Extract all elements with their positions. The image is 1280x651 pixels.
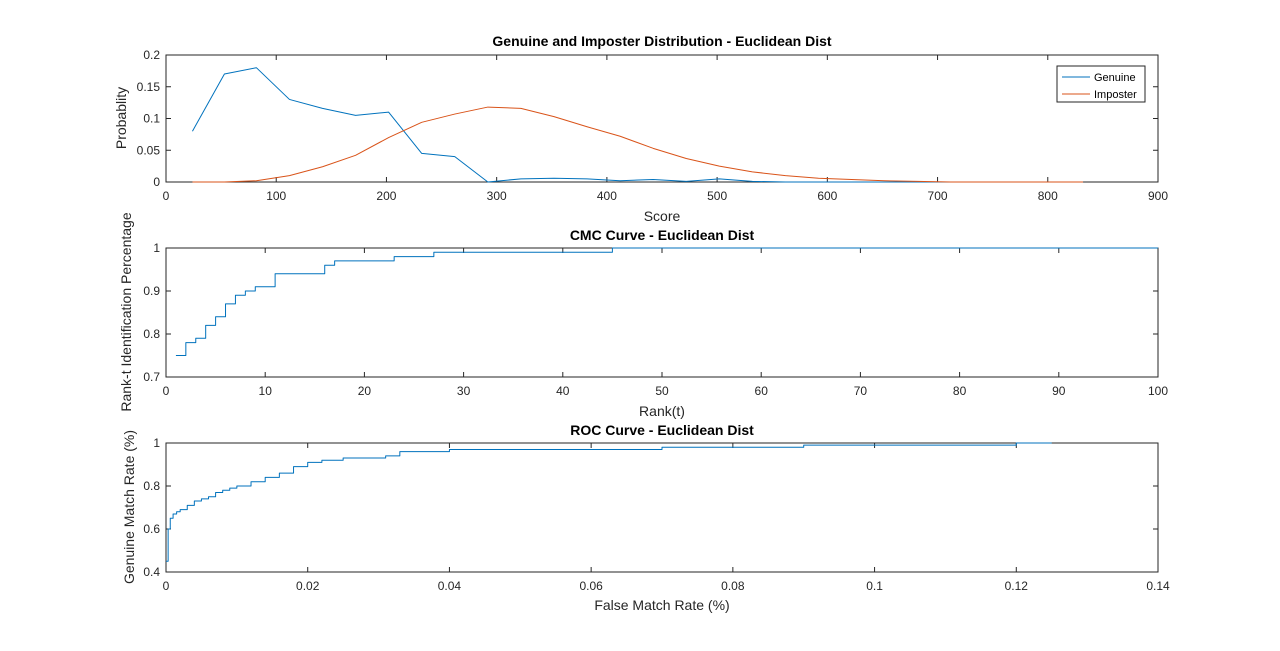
cmc-xtick-label: 40	[556, 384, 570, 398]
distribution-ticks: 0 100 200 300 400 500 600 700 800 900 0 0.05 0.1 0.15…	[137, 48, 1169, 203]
roc-xtick-label: 0.02	[296, 579, 320, 593]
legend-label-genuine: Genuine	[1094, 72, 1136, 84]
cmc-xlabel: Rank(t)	[639, 403, 685, 419]
roc-xtick-label: 0.12	[1005, 579, 1029, 593]
distribution-xtick-label: 900	[1148, 189, 1168, 203]
distribution-xtick-label: 800	[1038, 189, 1058, 203]
cmc-ticks: 0 10 20 30 40 50 60 70 80 90 100 0.7 0.8 0.9 1	[143, 241, 1168, 398]
roc-xtick-label: 0.1	[866, 579, 883, 593]
roc-xtick-label: 0.14	[1146, 579, 1170, 593]
distribution-ytick-label: 0.05	[137, 143, 161, 157]
cmc-plot-area	[165, 247, 1159, 378]
distribution-ytick-label: 0.2	[143, 48, 160, 62]
distribution-xtick-label: 0	[163, 189, 170, 203]
roc-axes: 0 0.02 0.04 0.06 0.08 0.1 0.12 0.14 0.4 0.6 0.8 1 R…	[121, 422, 1170, 613]
cmc-xtick-label: 30	[457, 384, 471, 398]
distribution-xtick-label: 400	[597, 189, 617, 203]
distribution-xtick-label: 200	[376, 189, 396, 203]
roc-ytick-label: 0.8	[143, 479, 160, 493]
cmc-xtick-label: 90	[1052, 384, 1066, 398]
roc-ytick-label: 0.4	[143, 565, 160, 579]
distribution-ytick-label: 0.15	[137, 80, 161, 94]
distribution-xtick-label: 300	[487, 189, 507, 203]
legend-box	[1056, 65, 1146, 103]
roc-series-curve	[166, 442, 1052, 562]
cmc-xtick-label: 10	[259, 384, 273, 398]
roc-lines	[166, 442, 1052, 562]
legend-label-imposter: Imposter	[1094, 89, 1137, 101]
distribution-xtick-label: 500	[707, 189, 727, 203]
cmc-ylabel: Rank-t Identification Percentage	[118, 212, 134, 411]
distribution-xtick-label: 100	[266, 189, 286, 203]
cmc-axes: 0 10 20 30 40 50 60 70 80 90 100 0.7 0.8 0.9 1 CMC Cur…	[118, 212, 1168, 419]
roc-xlabel: False Match Rate (%)	[594, 597, 729, 613]
cmc-xtick-label: 70	[854, 384, 868, 398]
roc-title: ROC Curve - Euclidean Dist	[570, 422, 754, 438]
cmc-xtick-label: 20	[358, 384, 372, 398]
cmc-xtick-label: 80	[953, 384, 967, 398]
roc-xtick-label: 0.08	[721, 579, 745, 593]
distribution-legend: Genuine Imposter	[1056, 65, 1146, 103]
distribution-ytick-label: 0.1	[143, 112, 160, 126]
cmc-series-curve	[175, 247, 1158, 356]
cmc-ytick-label: 1	[153, 241, 160, 255]
distribution-series-imposter	[192, 106, 1084, 183]
cmc-xtick-label: 100	[1148, 384, 1168, 398]
roc-ytick-label: 1	[153, 436, 160, 450]
roc-ylabel: Genuine Match Rate (%)	[121, 430, 137, 584]
roc-xtick-label: 0.04	[438, 579, 462, 593]
distribution-axes: 0 100 200 300 400 500 600 700 800 900 0 0.05 0.1 0.15…	[113, 33, 1168, 224]
distribution-ylabel: Probablity	[113, 87, 129, 149]
cmc-ytick-label: 0.8	[143, 327, 160, 341]
distribution-xlabel: Score	[644, 208, 681, 224]
distribution-ytick-label: 0	[153, 175, 160, 189]
roc-ytick-label: 0.6	[143, 522, 160, 536]
distribution-xtick-label: 700	[928, 189, 948, 203]
roc-xtick-label: 0	[163, 579, 170, 593]
distribution-lines	[192, 67, 1084, 183]
roc-xtick-label: 0.06	[579, 579, 603, 593]
cmc-ytick-label: 0.9	[143, 284, 160, 298]
cmc-xtick-label: 50	[655, 384, 669, 398]
cmc-xtick-label: 0	[163, 384, 170, 398]
distribution-xtick-label: 600	[817, 189, 837, 203]
distribution-title: Genuine and Imposter Distribution - Eucl…	[492, 33, 831, 49]
distribution-plot-area	[165, 54, 1159, 183]
cmc-lines	[175, 247, 1158, 356]
cmc-xtick-label: 60	[755, 384, 769, 398]
roc-plot-area	[165, 442, 1159, 573]
roc-ticks: 0 0.02 0.04 0.06 0.08 0.1 0.12 0.14 0.4 0.6 0.8 1	[143, 436, 1170, 593]
cmc-ytick-label: 0.7	[143, 370, 160, 384]
cmc-title: CMC Curve - Euclidean Dist	[570, 227, 755, 243]
